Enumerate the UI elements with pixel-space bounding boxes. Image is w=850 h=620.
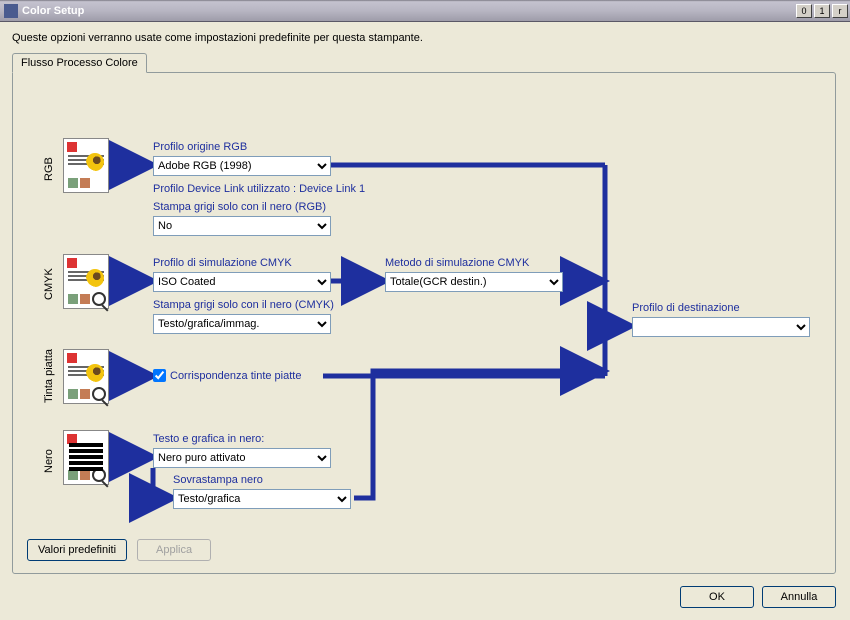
combo-nero-text[interactable]: Nero puro attivato	[153, 448, 331, 468]
combo-dest-profile[interactable]	[632, 317, 810, 337]
combo-rgb-gray[interactable]: No	[153, 216, 331, 236]
label-dest-profile: Profilo di destinazione	[632, 302, 740, 314]
tab-panel: RGB Profilo origine RGB Adobe RGB (1998)…	[12, 72, 836, 574]
minimize-button[interactable]: 0	[796, 4, 812, 18]
maximize-button[interactable]: 1	[814, 4, 830, 18]
checkbox-spot-match[interactable]	[153, 369, 166, 382]
label-cmyk-method: Metodo di simulazione CMYK	[385, 257, 529, 269]
label-cmyk-gray: Stampa grigi solo con il nero (CMYK)	[153, 299, 334, 311]
label-spot-match: Corrispondenza tinte piatte	[170, 370, 301, 382]
window-title: Color Setup	[22, 5, 794, 17]
app-icon	[4, 4, 18, 18]
label-rgb-devicelink: Profilo Device Link utilizzato : Device …	[153, 183, 365, 195]
section-label-nero: Nero	[43, 449, 55, 473]
dialog-subtitle: Queste opzioni verranno usate come impos…	[12, 32, 838, 44]
title-bar: Color Setup 0 1 r	[0, 0, 850, 22]
combo-nero-over[interactable]: Testo/grafica	[173, 489, 351, 509]
section-label-rgb: RGB	[43, 157, 55, 181]
combo-cmyk-gray[interactable]: Testo/grafica/immag.	[153, 314, 331, 334]
section-label-cmyk: CMYK	[43, 268, 55, 300]
combo-cmyk-sim[interactable]: ISO Coated	[153, 272, 331, 292]
cancel-button[interactable]: Annulla	[762, 586, 836, 608]
label-nero-over: Sovrastampa nero	[173, 474, 263, 486]
section-label-spot: Tinta piatta	[43, 349, 55, 403]
label-nero-text: Testo e grafica in nero:	[153, 433, 264, 445]
thumb-spot	[63, 349, 109, 404]
label-rgb-profile: Profilo origine RGB	[153, 141, 247, 153]
combo-rgb-profile[interactable]: Adobe RGB (1998)	[153, 156, 331, 176]
thumb-nero	[63, 430, 109, 485]
tab-flow[interactable]: Flusso Processo Colore	[12, 53, 147, 73]
ok-button[interactable]: OK	[680, 586, 754, 608]
label-rgb-gray: Stampa grigi solo con il nero (RGB)	[153, 201, 326, 213]
defaults-button[interactable]: Valori predefiniti	[27, 539, 127, 561]
apply-button[interactable]: Applica	[137, 539, 211, 561]
close-button[interactable]: r	[832, 4, 848, 18]
combo-cmyk-method[interactable]: Totale(GCR destin.)	[385, 272, 563, 292]
thumb-cmyk	[63, 254, 109, 309]
label-cmyk-sim: Profilo di simulazione CMYK	[153, 257, 292, 269]
thumb-rgb	[63, 138, 109, 193]
dialog-content: Queste opzioni verranno usate come impos…	[0, 22, 850, 620]
